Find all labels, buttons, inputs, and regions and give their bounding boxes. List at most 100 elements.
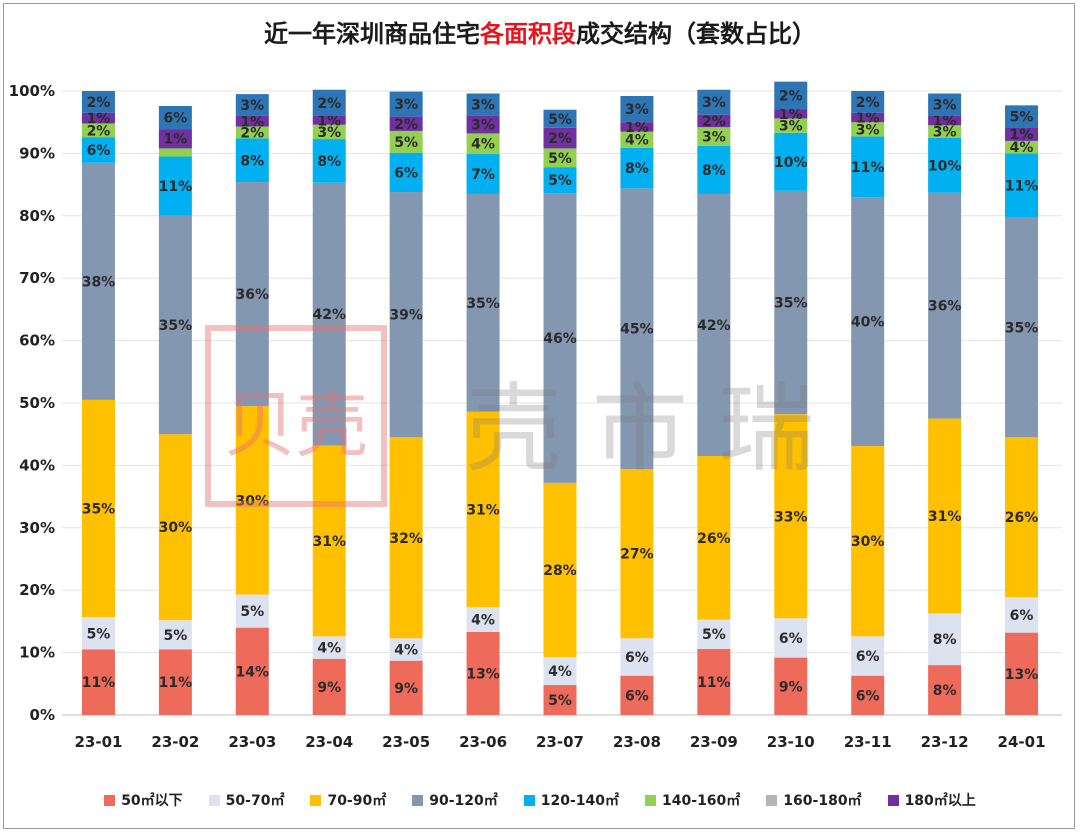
bar-segment — [543, 193, 577, 483]
bar-stack-23-07: 5% 4% 28% 46% 5% 5% 2% 5% — [543, 109, 577, 715]
bar-segment — [620, 122, 654, 132]
data-label: 11% — [82, 675, 116, 691]
data-label: 1% — [87, 111, 111, 127]
bar-stack-23-08: 6% 6% 27% 45% 8% 4%1% 3% — [620, 95, 654, 715]
bar-segment — [697, 193, 731, 457]
bar-segment — [312, 636, 346, 659]
legend-swatch — [208, 794, 220, 806]
title-prefix: 近一年深圳商品住宅 — [264, 20, 480, 48]
bar-segment — [851, 446, 885, 637]
data-label: 31% — [466, 502, 500, 518]
bar-segment — [1005, 632, 1039, 715]
data-label: 11% — [159, 179, 193, 195]
legend-item: 90-120㎡ — [412, 790, 498, 810]
x-tick-label: 23-07 — [536, 733, 584, 751]
legend-swatch — [310, 794, 322, 806]
bar-segment — [774, 118, 808, 133]
bar-segment — [1005, 217, 1039, 438]
bar-segment — [774, 190, 808, 415]
bar-segment — [543, 127, 577, 149]
bar-segment — [235, 126, 269, 139]
data-label: 11% — [851, 160, 885, 176]
bar-segment — [851, 675, 885, 715]
data-label: 4% — [394, 642, 418, 658]
bar-segment — [697, 648, 731, 715]
y-tick-label: 30% — [19, 519, 55, 537]
data-label: 11% — [697, 675, 731, 691]
data-label: 2% — [317, 96, 341, 112]
data-label: 4% — [625, 133, 649, 149]
data-label: 3% — [933, 125, 957, 141]
bar-segment — [81, 399, 115, 618]
data-label: 5% — [702, 627, 726, 643]
data-label: 8% — [317, 154, 341, 170]
legend-label: 50-70㎡ — [225, 793, 285, 809]
bar-segment — [697, 145, 731, 194]
data-label: 36% — [928, 299, 962, 315]
data-label: 32% — [389, 531, 423, 547]
data-label: 35% — [1005, 320, 1039, 336]
legend-item: 70-90㎡ — [310, 790, 386, 810]
data-label: 5% — [1010, 109, 1034, 125]
data-label: 4% — [548, 664, 572, 680]
data-label: 2% — [87, 123, 111, 139]
data-label: 2% — [856, 95, 880, 111]
bar-segment — [312, 445, 346, 637]
title-highlight: 各面积段 — [480, 20, 576, 48]
bar-segment — [389, 152, 423, 193]
data-label: 8% — [240, 153, 264, 169]
bar-segment — [928, 125, 962, 138]
data-label: 35% — [159, 318, 193, 334]
data-label: 5% — [548, 151, 572, 167]
y-tick-label: 90% — [19, 144, 55, 162]
data-label: 31% — [312, 534, 346, 550]
bar-segment — [312, 658, 346, 715]
bar-segment — [158, 215, 192, 435]
bar-segment — [928, 665, 962, 715]
data-label: 40% — [851, 315, 885, 331]
legend: 50㎡以下 50-70㎡ 70-90㎡ 90-120㎡ 120-140㎡ 140-160㎡… — [0, 790, 1080, 810]
data-label: 6% — [163, 111, 187, 127]
data-label: 42% — [312, 307, 346, 323]
title-suffix: 成交结构（套数占比） — [576, 20, 816, 48]
bar-segment — [851, 197, 885, 447]
data-label: 6% — [625, 650, 649, 666]
data-label: 35% — [82, 501, 116, 517]
bar-segment — [235, 138, 269, 183]
bar-segment — [697, 114, 731, 128]
y-tick-label: 10% — [19, 644, 55, 662]
data-label: 3% — [702, 95, 726, 111]
data-label: 8% — [933, 632, 957, 648]
data-label: 5% — [87, 626, 111, 642]
data-label: 14% — [236, 664, 270, 680]
bar-segment — [312, 139, 346, 183]
data-label: 6% — [87, 143, 111, 159]
data-label: 9% — [779, 679, 803, 695]
legend-swatch — [645, 794, 657, 806]
bar-stack-23-03: 14% 5% 30% 36% 8% 2%1%3% — [235, 94, 270, 715]
bar-segment — [1005, 127, 1039, 141]
bar-segment — [928, 93, 962, 116]
y-tick-label: 0% — [30, 706, 55, 724]
x-tick-label: 23-08 — [613, 733, 661, 751]
data-label: 5% — [548, 112, 572, 128]
bar-segment — [312, 89, 346, 116]
data-label: 2% — [240, 125, 264, 141]
bar-segment — [620, 638, 654, 676]
data-label: 2% — [548, 131, 572, 147]
data-label: 35% — [774, 296, 808, 312]
data-label: 6% — [856, 688, 880, 704]
data-label: 11% — [1005, 179, 1039, 195]
bar-segment — [81, 649, 115, 715]
data-label: 3% — [702, 130, 726, 146]
bar-segment — [1005, 437, 1039, 598]
data-label: 3% — [471, 98, 495, 114]
bar-segment — [928, 137, 962, 193]
x-tick-label: 24-01 — [998, 733, 1046, 751]
data-label: 2% — [779, 88, 803, 104]
data-label: 8% — [625, 161, 649, 177]
data-label: 42% — [697, 318, 731, 334]
legend-label: 50㎡以下 — [121, 793, 183, 809]
data-label: 11% — [159, 675, 193, 691]
